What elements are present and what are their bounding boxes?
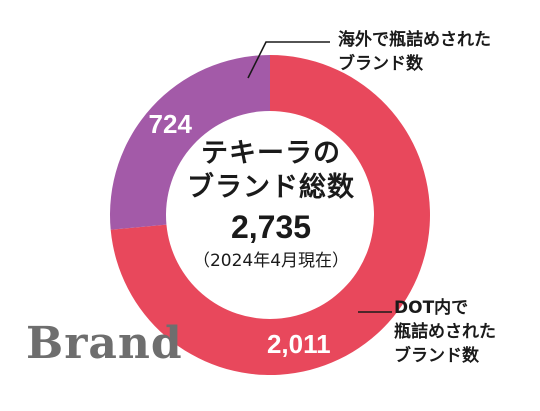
leader-line-overseas bbox=[247, 41, 330, 79]
brand-watermark: Brand bbox=[26, 318, 183, 369]
center-date-note: （2024年4月現在） bbox=[192, 251, 350, 271]
dot-annotation: DOT内で 瓶詰めされた ブランド数 bbox=[394, 296, 496, 368]
slice-dot-bottled bbox=[110, 55, 430, 375]
overseas-annotation-line-1: 海外で瓶詰めされた bbox=[338, 30, 491, 50]
dot-annotation-line-1: DOT内で bbox=[394, 298, 469, 318]
value-label-overseas: 724 bbox=[149, 109, 193, 139]
overseas-annotation: 海外で瓶詰めされた ブランド数 bbox=[338, 28, 491, 76]
dot-annotation-line-3: ブランド数 bbox=[394, 346, 479, 366]
slice-overseas-bottled bbox=[110, 55, 270, 230]
overseas-annotation-line-2: ブランド数 bbox=[338, 54, 423, 74]
center-label: テキーラの ブランド総数 2,735 （2024年4月現在） bbox=[166, 137, 376, 273]
center-total: 2,735 bbox=[230, 209, 312, 245]
center-title-line-1: テキーラの bbox=[201, 138, 341, 169]
value-label-dot: 2,011 bbox=[267, 329, 331, 359]
center-title-line-2: ブランド総数 bbox=[187, 172, 355, 203]
dot-annotation-line-2: 瓶詰めされた bbox=[394, 322, 496, 342]
